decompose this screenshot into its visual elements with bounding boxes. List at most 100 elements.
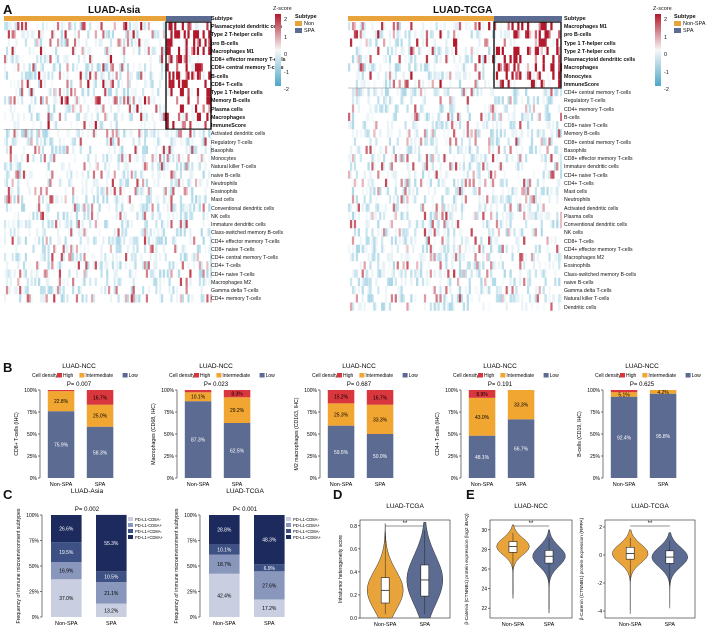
heatmap-cell: [39, 137, 43, 146]
heatmap-cell: [102, 104, 105, 113]
heatmap-cell: [511, 71, 514, 80]
heatmap-cell: [493, 170, 497, 179]
heatmap-cell: [200, 63, 203, 72]
heatmap-cell: [536, 71, 539, 80]
heatmap-cell: [425, 236, 429, 245]
y-axis-label: β-Catenin (CTNNB1) protein expression (R…: [579, 517, 585, 620]
heatmap-cell: [515, 71, 518, 80]
heatmap-cell: [21, 195, 24, 204]
heatmap-cell: [414, 137, 417, 146]
heatmap-cell: [142, 145, 145, 154]
heatmap-cell: [108, 30, 111, 39]
bar-segment: [96, 571, 127, 583]
heatmap-cell: [423, 294, 427, 303]
heatmap-cell: [425, 112, 429, 121]
heatmap-cell: [126, 244, 130, 253]
heatmap-cell: [47, 244, 50, 253]
heatmap-cell: [30, 88, 33, 97]
heatmap-cell: [53, 104, 56, 113]
heatmap-cell: [369, 187, 372, 196]
heatmap-cell: [367, 112, 370, 121]
heatmap-cell: [558, 302, 561, 311]
heatmap-cell: [386, 104, 390, 113]
heatmap-cell: [117, 104, 120, 113]
heatmap-cell: [17, 253, 20, 262]
heatmap-cell: [367, 286, 370, 295]
heatmap-cell: [351, 211, 355, 220]
heatmap-cell: [5, 269, 9, 278]
heatmap-cell: [145, 269, 149, 278]
heatmap-cell: [421, 79, 425, 88]
heatmap-cell: [66, 244, 69, 253]
heatmap-cell: [410, 220, 413, 229]
heatmap-cell: [357, 277, 360, 286]
heatmap-cell: [96, 71, 99, 80]
heatmap-cell: [176, 286, 179, 295]
heatmap-cell: [427, 187, 431, 196]
heatmap-cell: [92, 294, 96, 303]
heatmap-cell: [439, 253, 442, 262]
heatmap-cell: [149, 228, 152, 237]
heatmap-cell: [406, 203, 409, 212]
heatmap-cell: [132, 277, 135, 286]
heatmap-cell: [138, 71, 141, 80]
heatmap-cell: [132, 137, 135, 146]
heatmap-cell: [513, 30, 516, 39]
heatmap-cell: [458, 162, 462, 171]
heatmap-cell: [353, 228, 357, 237]
heatmap-cell: [365, 277, 368, 286]
heatmap-cell: [519, 137, 522, 146]
heatmap-cell: [445, 38, 448, 47]
heatmap-cell: [507, 195, 510, 204]
heatmap-cell: [142, 170, 145, 179]
heatmap-cell: [449, 277, 452, 286]
heatmap-cell: [369, 195, 372, 204]
heatmap-cell: [90, 121, 94, 130]
heatmap-cell: [111, 178, 114, 187]
panel-label-c: C: [3, 487, 13, 502]
heatmap-cell: [183, 203, 186, 212]
heatmap-cell: [433, 88, 436, 97]
heatmap-cell: [511, 294, 514, 303]
heatmap-cell: [157, 162, 160, 171]
heatmap-cell: [159, 286, 162, 295]
heatmap-cell: [394, 277, 397, 286]
heatmap-cell: [445, 211, 448, 220]
heatmap-cell: [11, 220, 14, 229]
heatmap-cell: [530, 302, 534, 311]
heatmap-cell: [45, 187, 48, 196]
heatmap-cell: [507, 96, 510, 105]
heatmap-cell: [482, 121, 485, 130]
heatmap-cell: [106, 170, 109, 179]
heatmap-cell: [30, 112, 33, 121]
p-value: P= 0.191: [488, 382, 513, 388]
heatmap-cell: [455, 195, 458, 204]
heatmap-cell: [451, 112, 454, 121]
heatmap-cell: [147, 195, 150, 204]
heatmap-cell: [525, 187, 528, 196]
heatmap-cell: [460, 211, 464, 220]
heatmap-cell: [414, 178, 417, 187]
heatmap-cell: [38, 145, 41, 154]
heatmap-cell: [556, 187, 559, 196]
bar-segment: [507, 419, 535, 478]
heatmap-cell: [170, 129, 173, 138]
heatmap-cell: [521, 129, 524, 138]
heatmap-cell: [406, 104, 409, 113]
bar-segment: [96, 514, 127, 572]
heatmap-cell: [476, 71, 479, 80]
heatmap-cell: [499, 178, 502, 187]
heatmap-cell: [412, 244, 415, 253]
heatmap-cell: [51, 145, 54, 154]
heatmap-cell: [70, 121, 73, 130]
heatmap-cell: [155, 236, 158, 245]
heatmap-cell: [26, 220, 29, 229]
heatmap-cell: [149, 129, 152, 138]
heatmap-cell: [198, 162, 201, 171]
heatmap-cell: [451, 220, 454, 229]
heatmap-cell: [70, 236, 73, 245]
heatmap-cell: [62, 244, 65, 253]
heatmap-cell: [383, 104, 386, 113]
heatmap-cell: [394, 178, 397, 187]
heatmap-cell: [355, 195, 359, 204]
